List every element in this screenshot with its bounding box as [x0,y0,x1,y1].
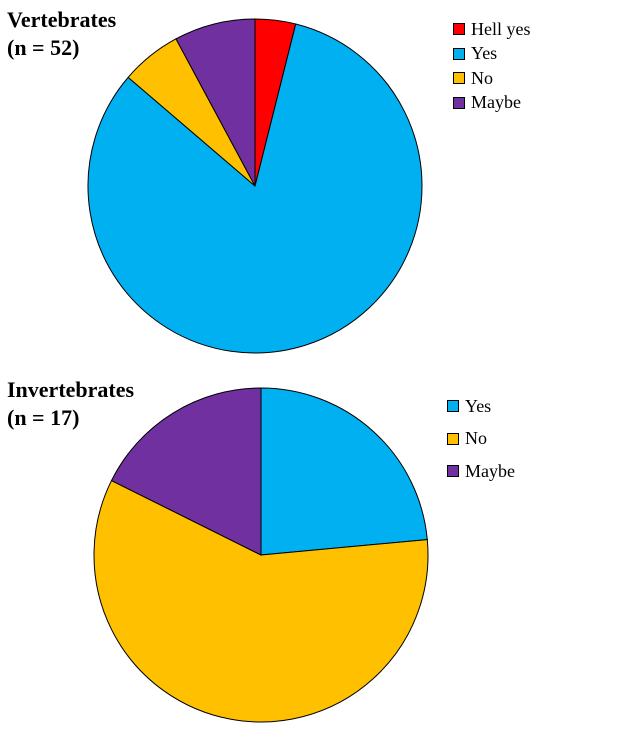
legend-item-yes: Yes [447,390,515,423]
legend-label-maybe: Maybe [465,460,515,481]
invertebrates-pie [93,387,429,723]
invertebrates-title-line-1: Invertebrates [7,377,135,402]
legend-swatch-no [447,432,459,445]
legend-item-no: No [447,423,515,456]
legend-swatch-hell-yes [453,23,465,36]
legend-swatch-maybe [447,465,459,478]
legend-swatch-no [453,72,465,85]
legend-item-no: No [453,66,530,91]
legend-label-maybe: Maybe [471,92,521,113]
invertebrates-title-line-2: (n = 17) [7,405,80,430]
vertebrates-title: Vertebrates (n = 52) [7,6,116,62]
legend-label-no: No [465,428,487,449]
pie-slice-maybe [175,18,256,187]
vertebrates-title-line-1: Vertebrates [7,7,117,32]
pie-slice-yes [260,387,428,556]
vertebrates-title-line-2: (n = 52) [7,35,80,60]
legend-item-maybe: Maybe [453,91,530,116]
vertebrates-chart: Vertebrates (n = 52) Hell yes Yes No May… [0,0,620,370]
legend-label-yes: Yes [471,43,498,64]
legend-item-maybe: Maybe [447,455,515,488]
legend-item-hell-yes: Hell yes [453,17,530,42]
legend-swatch-yes [453,47,465,60]
legend-label-no: No [471,67,493,88]
invertebrates-title: Invertebrates (n = 17) [7,376,134,432]
pie-slice-no [93,479,429,723]
legend-label-hell-yes: Hell yes [471,18,531,39]
legend-swatch-maybe [453,96,465,109]
legend-item-yes: Yes [453,42,530,67]
invertebrates-legend: Yes No Maybe [447,390,515,488]
invertebrates-chart: Invertebrates (n = 17) Yes No Maybe [0,370,620,741]
pie-slice-maybe [110,387,262,556]
legend-label-yes: Yes [465,395,492,416]
vertebrates-pie [87,18,423,354]
legend-swatch-yes [447,400,459,413]
vertebrates-legend: Hell yes Yes No Maybe [453,17,530,115]
pie-slice-yes [87,23,423,354]
